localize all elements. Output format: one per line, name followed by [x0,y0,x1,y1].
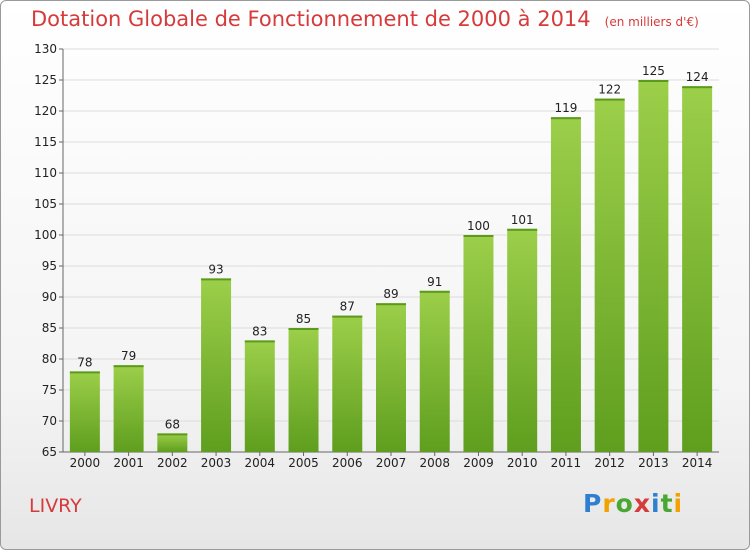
bar-value-label: 89 [383,287,398,301]
bar-value-label: 119 [554,101,577,115]
bar-top [288,328,319,330]
bar [376,303,406,452]
bar-top [69,371,100,374]
logo-letter: i [651,489,661,518]
bar [594,98,625,452]
bar-top [594,98,625,101]
bar-value-label: 78 [77,355,92,369]
bar-top [244,340,275,343]
bar-value-label: 83 [252,324,267,338]
x-tick-label: 2012 [594,456,625,470]
y-tick-label: 85 [42,321,57,335]
logo-letter: r [602,489,616,518]
bar [69,371,100,452]
y-tick-label: 65 [42,445,57,459]
bar-value-label: 91 [427,275,442,289]
x-tick-label: 2005 [288,456,319,470]
bar-top [638,80,669,82]
bar-value-label: 85 [296,312,311,326]
labels: 65 70 75 80 85 90 95 100 105 110 115 120 125 130 78 200… [34,42,712,470]
y-tick-label: 115 [34,135,57,149]
x-tick-label: 2013 [638,456,669,470]
x-tick-label: 2011 [551,456,582,470]
bar [463,235,494,452]
logo-letter: x [633,489,651,518]
bar [332,315,363,452]
x-tick-label: 2004 [245,456,276,470]
x-tick-label: 2008 [419,456,450,470]
bar [244,340,275,452]
bar [157,433,188,452]
bar [201,278,232,452]
bar-value-label: 68 [165,417,180,431]
bar [638,80,669,452]
bar [113,365,144,452]
chart-title: Dotation Globale de Fonctionnement de 20… [31,7,699,31]
y-tick-label: 120 [34,104,57,118]
x-tick-label: 2000 [70,456,101,470]
bar-top [507,228,538,231]
bar-top [157,433,188,436]
bar-value-label: 93 [208,262,223,276]
x-tick-label: 2007 [376,456,407,470]
y-tick-label: 95 [42,259,57,273]
logo-letter: i [673,489,684,518]
logo-letter: t [660,489,674,518]
x-tick-label: 2006 [332,456,363,470]
logo-letter: o [615,489,634,518]
bar [550,117,581,452]
y-tick-label: 90 [42,290,57,304]
bar-value-label: 79 [121,349,136,363]
bar [419,290,450,452]
y-tick-label: 70 [42,414,57,428]
x-tick-label: 2001 [113,456,144,470]
logo-letter: P [583,489,603,518]
y-tick-label: 130 [34,42,57,56]
bar-top [682,86,713,89]
x-tick-label: 2002 [157,456,188,470]
chart-subtitle: (en milliers d'€) [604,15,699,29]
bar-top [463,235,494,237]
bar-top [201,278,232,281]
bar-value-label: 101 [511,213,534,227]
bar-value-label: 124 [686,70,709,84]
y-tick-label: 100 [34,228,57,242]
bar-top [332,315,363,318]
y-tick-label: 105 [34,197,57,211]
chart-title-text: Dotation Globale de Fonctionnement de 20… [31,7,591,31]
bar [682,86,713,452]
y-tick-label: 110 [34,166,57,180]
y-tick-label: 125 [34,73,57,87]
bars [69,80,713,452]
bar-top [113,365,144,368]
bar [507,228,538,452]
bar-value-label: 100 [467,219,490,233]
commune-name: LIVRY [29,495,82,517]
y-tick-label: 80 [42,352,57,366]
bar-value-label: 125 [642,64,665,78]
x-tick-label: 2014 [682,456,713,470]
bar [288,328,319,452]
bar-value-label: 122 [598,83,621,97]
bar-top [419,290,450,293]
y-tick-label: 75 [42,383,57,397]
x-tick-label: 2003 [201,456,232,470]
bar-top [376,303,406,306]
x-tick-label: 2009 [463,456,494,470]
x-tick-label: 2010 [507,456,538,470]
proxiti-logo: Proxiti [583,489,693,525]
bar-top [550,117,581,120]
bar-value-label: 87 [340,300,355,314]
